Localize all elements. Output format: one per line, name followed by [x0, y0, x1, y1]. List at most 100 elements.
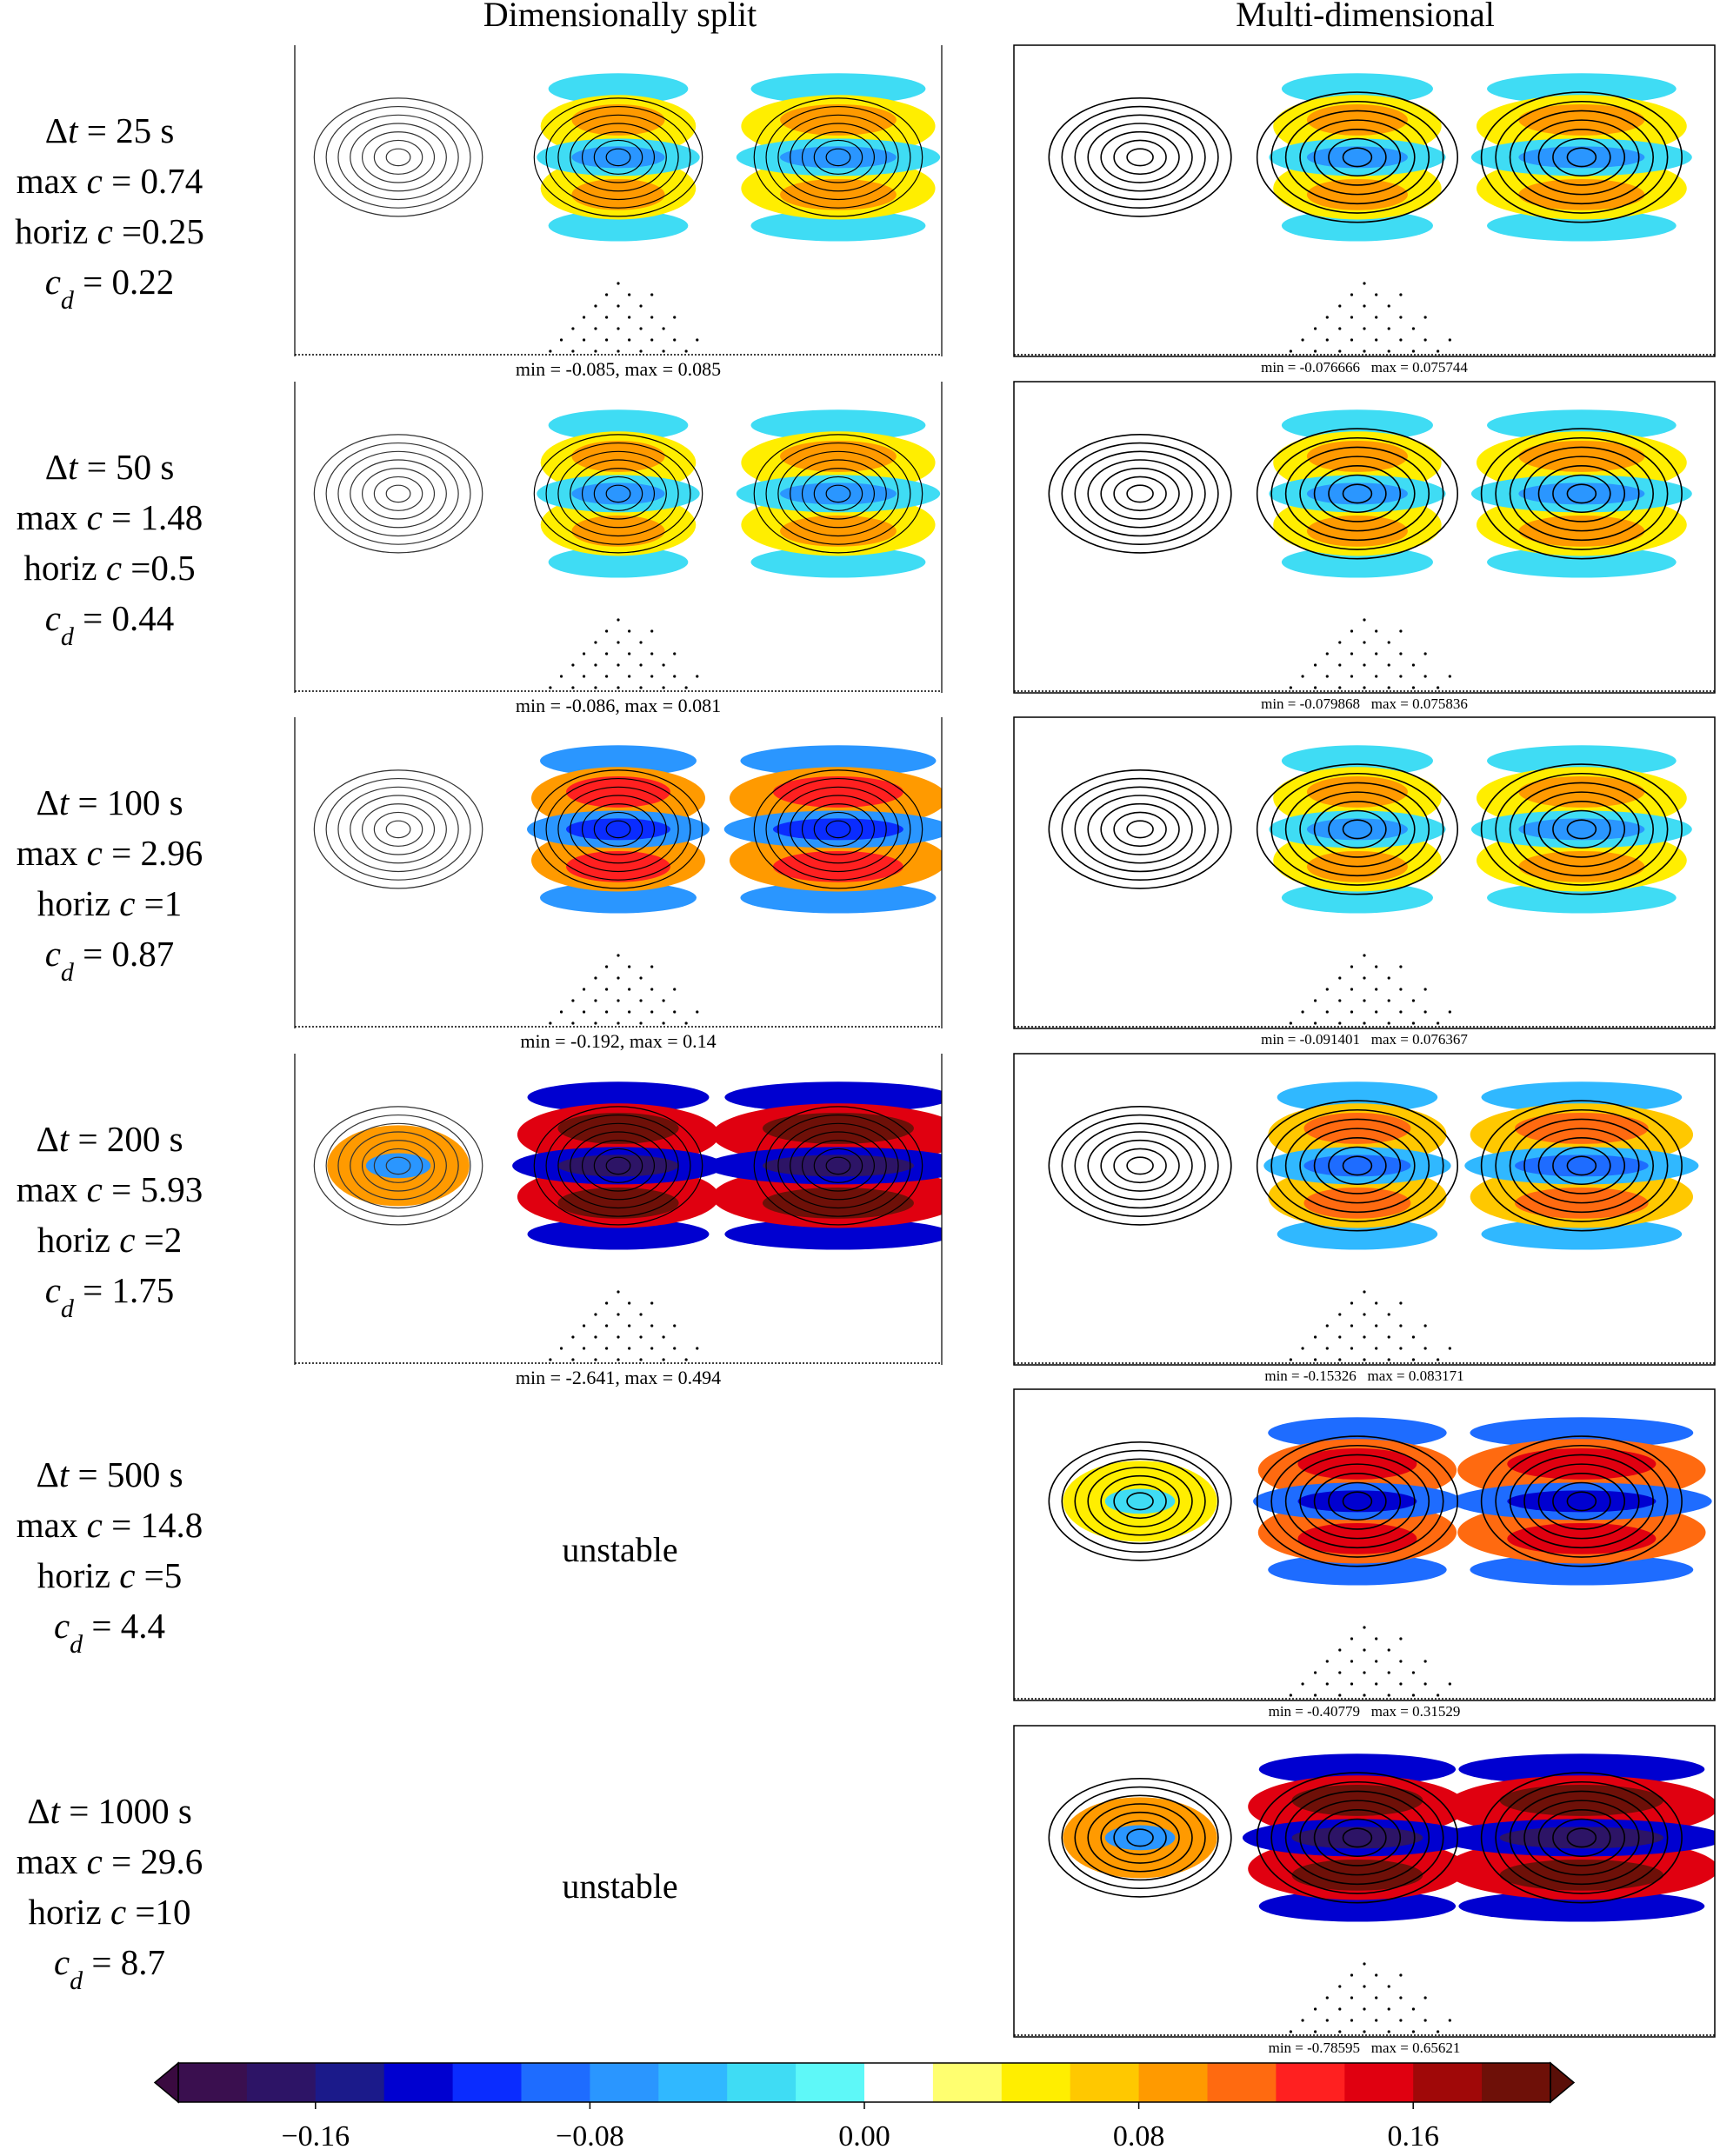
colorbar-segment: [1001, 2063, 1071, 2102]
terrain-dot: [1375, 1010, 1378, 1014]
label-symbol: c: [45, 934, 61, 974]
row-label-line: cd = 4.4: [54, 1606, 165, 1659]
colorbar-segment: [1070, 2063, 1140, 2102]
terrain-dot: [1325, 675, 1329, 678]
contour: [581, 803, 656, 855]
label-text: =1: [135, 883, 182, 923]
field-halo: [1268, 1417, 1447, 1449]
terrain-dot: [1325, 652, 1329, 655]
panel-frame: [1013, 381, 1716, 694]
contour: [1256, 91, 1458, 223]
panel: [1013, 1725, 1716, 2038]
colorbar-segment: [1413, 2063, 1483, 2102]
contour: [570, 123, 667, 192]
contour: [1313, 1137, 1402, 1194]
panel: [1013, 716, 1716, 1029]
contour: [1074, 450, 1206, 537]
terrain-dot: [1387, 327, 1390, 330]
contour: [1480, 1772, 1683, 1904]
terrain-dot: [1399, 1010, 1403, 1014]
row-label-line: Δt = 500 s: [36, 1454, 183, 1494]
terrain-dot: [1375, 965, 1378, 968]
contour: [1061, 1114, 1219, 1217]
field-halo: [1470, 1554, 1694, 1586]
terrain-dot: [1363, 1671, 1366, 1674]
contour: [605, 1156, 631, 1175]
contour: [1284, 1454, 1430, 1549]
terrain-dot: [1423, 1660, 1427, 1663]
contour: [1523, 1463, 1640, 1540]
panel-field: [1048, 745, 1692, 1025]
terrain-dot: [617, 282, 620, 285]
field-halo: [750, 409, 926, 442]
terrain-dot: [1423, 988, 1427, 991]
label-symbol: c: [45, 262, 61, 302]
contour: [813, 476, 863, 511]
terrain-dot: [662, 1335, 665, 1339]
field-halo: [540, 882, 697, 914]
panel: [294, 717, 943, 1028]
terrain-dot: [1448, 675, 1451, 678]
field-neg-core: [1507, 1490, 1657, 1513]
terrain-dot: [617, 663, 620, 667]
terrain-dot: [549, 1358, 552, 1361]
terrain-dot: [1325, 2019, 1329, 2022]
contour: [337, 786, 459, 873]
terrain-dot: [1350, 1324, 1354, 1328]
label-symbol: c: [97, 211, 113, 251]
terrain-dot: [605, 316, 609, 319]
contour: [1087, 1467, 1193, 1536]
terrain-dot: [639, 663, 643, 667]
terrain-dot: [1338, 2007, 1342, 2011]
field-halo: [1487, 745, 1677, 777]
contour: [1523, 1128, 1640, 1204]
terrain-dot: [605, 988, 609, 991]
field-neg-core: [566, 818, 670, 841]
row-label-line: max c = 14.8: [17, 1505, 203, 1545]
field-pos-core: [571, 104, 665, 136]
contour: [1480, 1100, 1683, 1232]
field-halo: [1258, 1753, 1457, 1786]
contour: [1495, 1444, 1669, 1558]
terrain-dot: [673, 1010, 677, 1014]
terrain-dot: [1437, 1358, 1440, 1361]
contour: [1061, 1449, 1219, 1553]
label-text: max: [17, 1841, 87, 1881]
terrain-dot: [1301, 1347, 1304, 1350]
contour: [790, 1131, 887, 1201]
contour: [1256, 1772, 1458, 1904]
field-halo: [1487, 882, 1677, 914]
row-label-line: cd = 8.7: [54, 1942, 165, 1995]
contour: [1074, 786, 1206, 873]
contour: [373, 476, 423, 511]
terrain-dot: [1350, 338, 1354, 342]
panel-field: [313, 745, 942, 1025]
terrain-dot: [673, 988, 677, 991]
terrain-dot: [1350, 1010, 1354, 1014]
terrain-dot: [650, 293, 654, 296]
contour: [1495, 100, 1669, 214]
terrain-dot: [594, 304, 597, 308]
field-halo: [1458, 1753, 1705, 1786]
contour: [557, 450, 679, 537]
terrain-dot: [1313, 327, 1317, 330]
terrain-dot: [1325, 1347, 1329, 1350]
contour: [361, 468, 436, 520]
terrain-dot: [1375, 2019, 1378, 2022]
terrain-dot: [628, 629, 631, 633]
terrain-dot: [673, 338, 677, 342]
panel-frame: [1013, 44, 1716, 357]
terrain-dot: [594, 1313, 597, 1316]
contour: [1552, 1481, 1611, 1521]
terrain-dot: [1387, 1358, 1390, 1361]
contour: [325, 777, 471, 881]
contour: [1087, 1803, 1193, 1873]
terrain-dot: [1437, 349, 1440, 353]
terrain-dot: [696, 1010, 699, 1014]
terrain-dot: [594, 349, 597, 353]
panel-frame: [1013, 1725, 1716, 2038]
panel-status: unstable: [562, 1530, 677, 1569]
row-label-line: cd = 1.75: [45, 1270, 175, 1323]
terrain-dot: [1399, 338, 1403, 342]
contour: [1100, 1139, 1180, 1192]
